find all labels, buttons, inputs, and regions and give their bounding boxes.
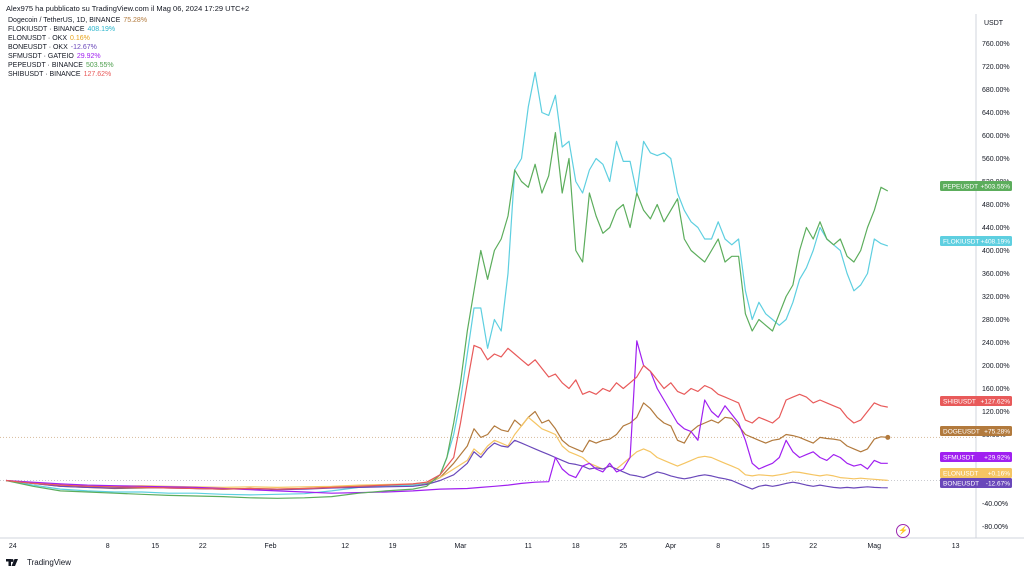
x-tick-label: 24: [9, 543, 17, 550]
price-tag-value: +0.16%: [988, 470, 1010, 477]
x-tick-label: 18: [572, 543, 580, 550]
footer-brand: TradingView: [27, 558, 72, 567]
y-tick-label: 480.00%: [982, 202, 1010, 209]
y-tick-label: 200.00%: [982, 363, 1010, 370]
legend-name: SHIBUSDT · BINANCE: [8, 71, 81, 78]
price-tag-shibusdt: [940, 396, 1012, 406]
series-line-pepeusdt: [5, 132, 889, 499]
x-tick-label: 15: [762, 543, 770, 550]
legend-name: PEPEUSDT · BINANCE: [8, 62, 83, 69]
y-tick-label: 400.00%: [982, 248, 1010, 255]
legend-row-shib[interactable]: SHIBUSDT · BINANCE 127.62%: [8, 70, 147, 79]
price-tag-symbol: FLOKIUSDT: [943, 238, 980, 245]
x-tick-label: 11: [525, 543, 532, 550]
y-tick-label: 160.00%: [982, 386, 1010, 393]
price-tag-symbol: DOGEUSDT: [943, 428, 980, 435]
y-tick-label: 240.00%: [982, 340, 1010, 347]
price-tag-value: -12.67%: [986, 480, 1010, 487]
price-tag-symbol: SHIBUSDT: [943, 398, 976, 405]
y-tick-label: 640.00%: [982, 110, 1010, 117]
legend-name: ELONUSDT · OKX: [8, 35, 67, 42]
price-tag-symbol: SFMUSDT: [943, 454, 974, 461]
price-tag-sfmusdt: [940, 452, 1012, 462]
y-tick-label: 560.00%: [982, 156, 1010, 163]
x-tick-label: 12: [341, 543, 349, 550]
legend-row-bone[interactable]: BONEUSDT · OKX -12.67%: [8, 43, 147, 52]
legend-row-sfm[interactable]: SFMUSDT · GATEIO 29.92%: [8, 52, 147, 61]
x-tick-label: 22: [199, 543, 207, 550]
x-tick-label: 8: [106, 543, 110, 550]
price-tag-flokiusdt: [940, 236, 1012, 246]
y-tick-label: 760.00%: [982, 41, 1010, 48]
legend-name: Dogecoin / TetherUS, 1D, BINANCE: [8, 17, 121, 24]
series-line-flokiusdt: [5, 71, 888, 496]
y-tick-label: 720.00%: [982, 64, 1010, 71]
x-tick-label: Mag: [867, 543, 881, 550]
price-tag-value: +75.28%: [984, 428, 1010, 435]
y-tick-label: 440.00%: [982, 225, 1010, 232]
legend-row-pepe[interactable]: PEPEUSDT · BINANCE 503.55%: [8, 61, 147, 70]
series-line-dogeusdt: [5, 402, 888, 490]
legend-value: -12.67%: [70, 44, 97, 51]
price-tag-boneusdt: [940, 478, 1012, 488]
y-tick-label: 280.00%: [982, 317, 1010, 324]
y-tick-label: 360.00%: [982, 271, 1010, 278]
legend-value: 0.16%: [70, 35, 90, 42]
legend-value: 75.28%: [123, 17, 148, 24]
publisher-header: Alex975 ha pubblicato su TradingView.com…: [6, 4, 250, 13]
x-tick-label: Feb: [265, 543, 277, 550]
legend-value: 408.19%: [87, 26, 116, 33]
y-tick-label: 120.00%: [982, 409, 1010, 416]
legend-value: 503.55%: [85, 62, 114, 69]
legend-row-elon[interactable]: ELONUSDT · OKX 0.16%: [8, 34, 147, 43]
x-tick-label: 19: [389, 543, 397, 550]
legend: Dogecoin / TetherUS, 1D, BINANCE 75.28% F…: [8, 16, 147, 79]
x-tick-label: Mar: [454, 543, 467, 550]
y-tick-label: 600.00%: [982, 133, 1010, 140]
x-tick-label: 15: [151, 543, 159, 550]
series-line-sfmusdt: [5, 340, 888, 494]
price-tag-value: +408.19%: [981, 238, 1011, 245]
currency-label[interactable]: USDT: [984, 20, 1004, 27]
y-tick-label: -80.00%: [982, 524, 1008, 531]
x-tick-label: Apr: [665, 543, 677, 550]
tradingview-logo-icon: [6, 559, 18, 566]
legend-name: SFMUSDT · GATEIO: [8, 53, 74, 60]
axes: -80.00%-40.00%0.00%40.00%80.00%120.00%16…: [0, 14, 1024, 550]
lightning-icon[interactable]: ⚡: [896, 524, 910, 538]
legend-row-doge[interactable]: Dogecoin / TetherUS, 1D, BINANCE 75.28%: [8, 16, 147, 25]
price-tag-symbol: ELONUSDT: [943, 470, 978, 477]
price-tag-elonusdt: [940, 468, 1012, 478]
x-tick-label: 8: [716, 543, 720, 550]
price-tag-value: +127.62%: [981, 398, 1011, 405]
y-tick-label: -40.00%: [982, 501, 1008, 508]
legend-value: 127.62%: [83, 71, 112, 78]
series-line-shibusdt: [5, 344, 888, 490]
series-lines: [5, 71, 891, 499]
legend-name: BONEUSDT · OKX: [8, 44, 68, 51]
price-tag-symbol: BONEUSDT: [943, 480, 979, 487]
series-line-elonusdt: [5, 416, 888, 488]
x-tick-label: 22: [809, 543, 817, 550]
price-tag-value: +503.55%: [981, 183, 1011, 190]
y-tick-label: 320.00%: [982, 294, 1010, 301]
price-tag-value: +29.92%: [984, 454, 1010, 461]
legend-name: FLOKIUSDT · BINANCE: [8, 26, 85, 33]
legend-row-floki[interactable]: FLOKIUSDT · BINANCE 408.19%: [8, 25, 147, 34]
x-tick-label: 13: [952, 543, 960, 550]
footer: TradingView: [6, 558, 71, 567]
price-tags: DOGEUSDT +75.28% FLOKIUSDT +408.19% ELONUSDT…: [940, 181, 1012, 488]
series-end-marker: [885, 434, 891, 440]
y-tick-label: 680.00%: [982, 87, 1010, 94]
series-line-boneusdt: [5, 439, 888, 491]
legend-value: 29.92%: [76, 53, 101, 60]
x-tick-label: 25: [619, 543, 627, 550]
price-tag-pepeusdt: [940, 181, 1012, 191]
price-tag-dogeusdt: [940, 426, 1012, 436]
price-tag-symbol: PEPEUSDT: [943, 183, 978, 190]
